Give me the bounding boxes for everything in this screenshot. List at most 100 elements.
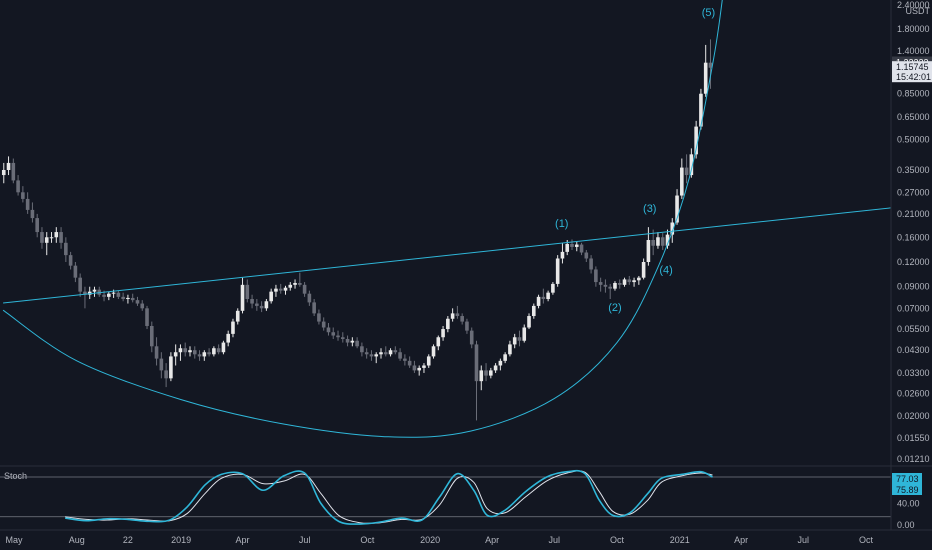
candle-body bbox=[484, 370, 488, 376]
candle-body bbox=[455, 313, 460, 317]
candle-body bbox=[302, 284, 307, 294]
elliott-wave-label[interactable]: (5) bbox=[702, 7, 715, 19]
candle-body bbox=[364, 352, 369, 355]
candle-body bbox=[207, 352, 211, 355]
candle-body bbox=[130, 297, 135, 301]
candle-body bbox=[68, 255, 73, 266]
candle-body bbox=[699, 93, 703, 127]
price-tick-label: 0.01210 bbox=[897, 454, 930, 464]
time-tick-label: Jul bbox=[797, 535, 809, 545]
stoch-title[interactable]: Stoch bbox=[4, 471, 27, 481]
elliott-wave-label[interactable]: (2) bbox=[608, 302, 621, 314]
candle-body bbox=[684, 167, 689, 176]
time-axis[interactable]: May Aug 22 2019 Apr Jul Oct 2020 Apr Jul Oct 2021 Ap… bbox=[5, 535, 873, 545]
price-axis[interactable]: USDT 2.40000 1.80000 1.40000 0.85000 0.65000… bbox=[892, 0, 932, 464]
candle-body bbox=[426, 356, 431, 366]
candle-body bbox=[531, 305, 536, 317]
candle-body bbox=[512, 337, 517, 345]
candle-body bbox=[25, 198, 30, 210]
candle-body bbox=[498, 360, 503, 366]
price-tick-label: 0.27000 bbox=[897, 187, 930, 197]
time-tick-label: Oct bbox=[859, 535, 874, 545]
candle-body bbox=[340, 337, 345, 339]
candle-body bbox=[656, 237, 660, 246]
time-tick-label: Apr bbox=[236, 535, 250, 545]
price-tick-label: 2.40000 bbox=[897, 0, 930, 10]
candle-body bbox=[446, 318, 450, 330]
candle-body bbox=[221, 342, 226, 353]
time-tick-label: 2021 bbox=[670, 535, 690, 545]
elliott-wave-label[interactable]: (3) bbox=[643, 203, 656, 215]
candle-body bbox=[637, 277, 641, 281]
candle-body bbox=[412, 365, 417, 371]
candle-body bbox=[1, 169, 6, 176]
candle-body bbox=[627, 279, 632, 283]
candle-body bbox=[255, 303, 259, 306]
candle-body bbox=[522, 327, 527, 341]
stoch-k-line bbox=[65, 469, 713, 525]
candle-body bbox=[226, 333, 230, 343]
time-tick-label: Aug bbox=[69, 535, 85, 545]
price-tick-label: 0.12000 bbox=[897, 257, 930, 267]
candle-body bbox=[527, 316, 531, 328]
candle-body bbox=[546, 292, 550, 300]
candle-body bbox=[336, 335, 340, 338]
candle-body bbox=[613, 282, 617, 289]
candle-body bbox=[617, 282, 622, 285]
candle-body bbox=[283, 287, 288, 291]
candle-body bbox=[508, 344, 512, 355]
candle-body bbox=[551, 283, 555, 293]
candle-body bbox=[164, 370, 168, 379]
candle-body bbox=[536, 296, 541, 306]
main-pane[interactable]: (1) (2) (3) (4) (5) bbox=[1, 0, 928, 438]
elliott-wave-label[interactable]: (1) bbox=[555, 218, 568, 230]
candle-body bbox=[245, 284, 250, 300]
time-tick-label: May bbox=[5, 535, 23, 545]
candle-body bbox=[216, 348, 221, 353]
candle-body bbox=[149, 325, 154, 347]
candle-body bbox=[660, 237, 665, 246]
candle-body bbox=[192, 350, 197, 355]
stoch-tick-label: 40.00 bbox=[897, 499, 920, 509]
candle-body bbox=[298, 282, 302, 285]
candle-body bbox=[388, 350, 393, 355]
candle-body bbox=[35, 218, 39, 233]
candle-body bbox=[16, 180, 20, 193]
candle-body bbox=[44, 237, 49, 243]
candle-body bbox=[116, 292, 121, 297]
candle-body bbox=[680, 167, 684, 196]
candle-body bbox=[126, 297, 130, 300]
candle-body bbox=[321, 321, 326, 328]
parabolic-support-curve[interactable] bbox=[2, 0, 725, 438]
candle-body bbox=[675, 195, 679, 223]
candle-body bbox=[708, 62, 713, 68]
elliott-wave-label[interactable]: (4) bbox=[659, 264, 672, 276]
candle-body bbox=[73, 265, 78, 278]
candle-body bbox=[422, 365, 426, 368]
candle-body bbox=[565, 243, 570, 252]
candle-body bbox=[178, 348, 183, 353]
candle-body bbox=[121, 296, 125, 300]
candle-body bbox=[474, 344, 479, 382]
candle-body bbox=[393, 350, 398, 353]
candle-body bbox=[259, 305, 264, 309]
candle-body bbox=[665, 234, 670, 246]
candle-body bbox=[21, 192, 25, 199]
price-tick-label: 0.01550 bbox=[897, 433, 930, 443]
candle-body bbox=[312, 302, 316, 314]
candle-body bbox=[374, 354, 379, 357]
candle-body bbox=[469, 330, 474, 345]
resistance-trendline[interactable] bbox=[3, 204, 928, 304]
stoch-pane[interactable] bbox=[0, 469, 891, 525]
candle-body bbox=[603, 284, 608, 287]
candle-body bbox=[145, 308, 149, 326]
candle-body bbox=[274, 288, 278, 292]
candle-body bbox=[608, 286, 612, 289]
candle-body bbox=[202, 352, 207, 357]
candle-body bbox=[360, 346, 364, 353]
candle-body bbox=[40, 232, 44, 243]
candle-body bbox=[288, 284, 293, 288]
